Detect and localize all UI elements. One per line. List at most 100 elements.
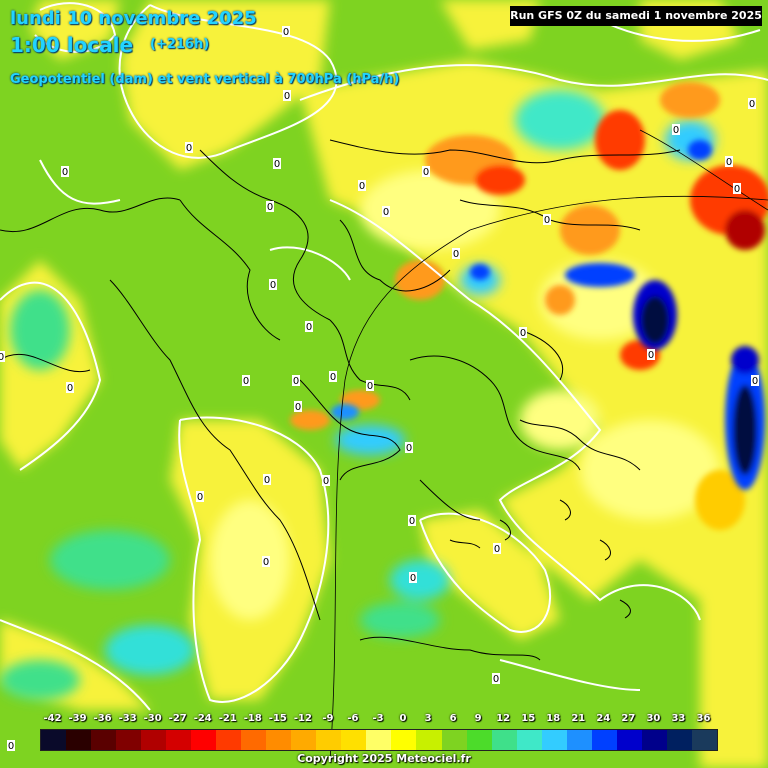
legend-swatch bbox=[541, 730, 567, 750]
legend-swatch bbox=[41, 730, 67, 750]
contour-label: 0 bbox=[330, 372, 336, 383]
legend-tick-label: -18 bbox=[243, 713, 262, 724]
contour-label: 0 bbox=[263, 557, 269, 568]
legend-swatch bbox=[441, 730, 467, 750]
legend-tick-label: -24 bbox=[193, 713, 212, 724]
legend-swatch bbox=[591, 730, 617, 750]
contour-label: 0 bbox=[270, 280, 276, 291]
legend-tick-label: -12 bbox=[293, 713, 312, 724]
legend-swatch bbox=[691, 730, 717, 750]
contour-label: 0 bbox=[62, 167, 68, 178]
contour-label-background bbox=[405, 442, 413, 453]
legend-tick-label: -27 bbox=[168, 713, 187, 724]
contour-label-background bbox=[0, 351, 5, 362]
contour-label: 0 bbox=[197, 492, 203, 503]
legend-tick-label: 9 bbox=[474, 713, 482, 724]
contour-label: 0 bbox=[423, 167, 429, 178]
contour-label-background bbox=[422, 166, 430, 177]
legend-swatch bbox=[166, 730, 192, 750]
legend-tick-label: 21 bbox=[571, 713, 586, 724]
legend-tick-label: 0 bbox=[399, 713, 407, 724]
zero-contours bbox=[0, 2, 768, 711]
legend-tick-label: 30 bbox=[646, 713, 661, 724]
color-scale-legend bbox=[40, 729, 718, 751]
legend-swatch bbox=[516, 730, 542, 750]
legend-swatch bbox=[141, 730, 167, 750]
contour-label: 0 bbox=[544, 215, 550, 226]
contour-label-background bbox=[751, 375, 759, 386]
meridian-lines bbox=[329, 129, 768, 761]
contour-label: 0 bbox=[283, 27, 289, 38]
contour-label: 0 bbox=[284, 91, 290, 102]
contour-label: 0 bbox=[323, 476, 329, 487]
contour-label-background bbox=[329, 371, 337, 382]
borders-coastlines bbox=[0, 139, 681, 661]
contour-label-background bbox=[269, 279, 277, 290]
contour-label-background bbox=[262, 556, 270, 567]
legend-tick-label: -39 bbox=[68, 713, 87, 724]
contour-label-background bbox=[263, 474, 271, 485]
contour-label-background bbox=[185, 142, 193, 153]
field-description: Geopotentiel (dam) et vent vertical à 70… bbox=[10, 72, 400, 87]
legend-tick-label: 27 bbox=[621, 713, 636, 724]
contour-label: 0 bbox=[749, 99, 755, 110]
legend-swatch bbox=[391, 730, 417, 750]
contour-label: 0 bbox=[67, 383, 73, 394]
contour-label-background bbox=[322, 475, 330, 486]
legend-swatch bbox=[416, 730, 442, 750]
contour-label: 0 bbox=[409, 516, 415, 527]
legend-swatch bbox=[216, 730, 242, 750]
contour-label: 0 bbox=[243, 376, 249, 387]
contour-label-background bbox=[647, 349, 655, 360]
legend-swatch bbox=[341, 730, 367, 750]
contour-label-background bbox=[725, 156, 733, 167]
contour-label: 0 bbox=[673, 125, 679, 136]
contour-label-background bbox=[452, 248, 460, 259]
contour-label-background bbox=[748, 98, 756, 109]
run-info-badge: Run GFS 0Z du samedi 1 novembre 2025 bbox=[510, 6, 762, 26]
contour-label: 0 bbox=[520, 328, 526, 339]
field-cyan-areas bbox=[0, 90, 715, 700]
contour-label-background bbox=[273, 158, 281, 169]
contour-label-background bbox=[409, 572, 417, 583]
legend-swatch bbox=[91, 730, 117, 750]
contour-label: 0 bbox=[726, 157, 732, 168]
contour-label-background bbox=[733, 183, 741, 194]
contour-labels: 0 0 0 0 0 0 0 0 0 0 0 0 0 0 0 0 0 0 0 0 0 0 0 0 0 0 0 0 0 0 0 0 0 0 0 0 0 bbox=[0, 26, 759, 752]
legend-swatch bbox=[116, 730, 142, 750]
contour-label: 0 bbox=[410, 573, 416, 584]
contour-label-background bbox=[408, 515, 416, 526]
legend-swatch bbox=[366, 730, 392, 750]
contour-label-background bbox=[66, 382, 74, 393]
legend-tick-label: -30 bbox=[143, 713, 162, 724]
legend-tick-label: -9 bbox=[322, 713, 334, 724]
legend-swatch bbox=[466, 730, 492, 750]
contour-label-background bbox=[283, 90, 291, 101]
legend-swatch bbox=[291, 730, 317, 750]
legend-tick-label: 12 bbox=[496, 713, 511, 724]
contour-label-background bbox=[492, 673, 500, 684]
legend-tick-label: -6 bbox=[347, 713, 359, 724]
forecast-local-time: 1:00 locale bbox=[10, 33, 134, 57]
legend-tick-label: 3 bbox=[424, 713, 432, 724]
legend-tick-label: -36 bbox=[93, 713, 112, 724]
contour-label-background bbox=[294, 401, 302, 412]
contour-label-background bbox=[61, 166, 69, 177]
contour-label: 0 bbox=[264, 475, 270, 486]
contour-label: 0 bbox=[406, 443, 412, 454]
contour-label: 0 bbox=[453, 249, 459, 260]
copyright-text: Copyright 2025 Meteociel.fr bbox=[297, 752, 471, 765]
legend-tick-label: 33 bbox=[671, 713, 686, 724]
legend-tick-label: -42 bbox=[43, 713, 62, 724]
legend-swatch bbox=[616, 730, 642, 750]
contour-label: 0 bbox=[752, 376, 758, 387]
legend-swatch bbox=[316, 730, 342, 750]
contour-label: 0 bbox=[383, 207, 389, 218]
legend-tick-label: 24 bbox=[596, 713, 611, 724]
contour-label-background bbox=[242, 375, 250, 386]
legend-swatch bbox=[241, 730, 267, 750]
contour-label-background bbox=[266, 201, 274, 212]
contour-label: 0 bbox=[295, 402, 301, 413]
forecast-lead-time: (+216h) bbox=[150, 37, 210, 52]
